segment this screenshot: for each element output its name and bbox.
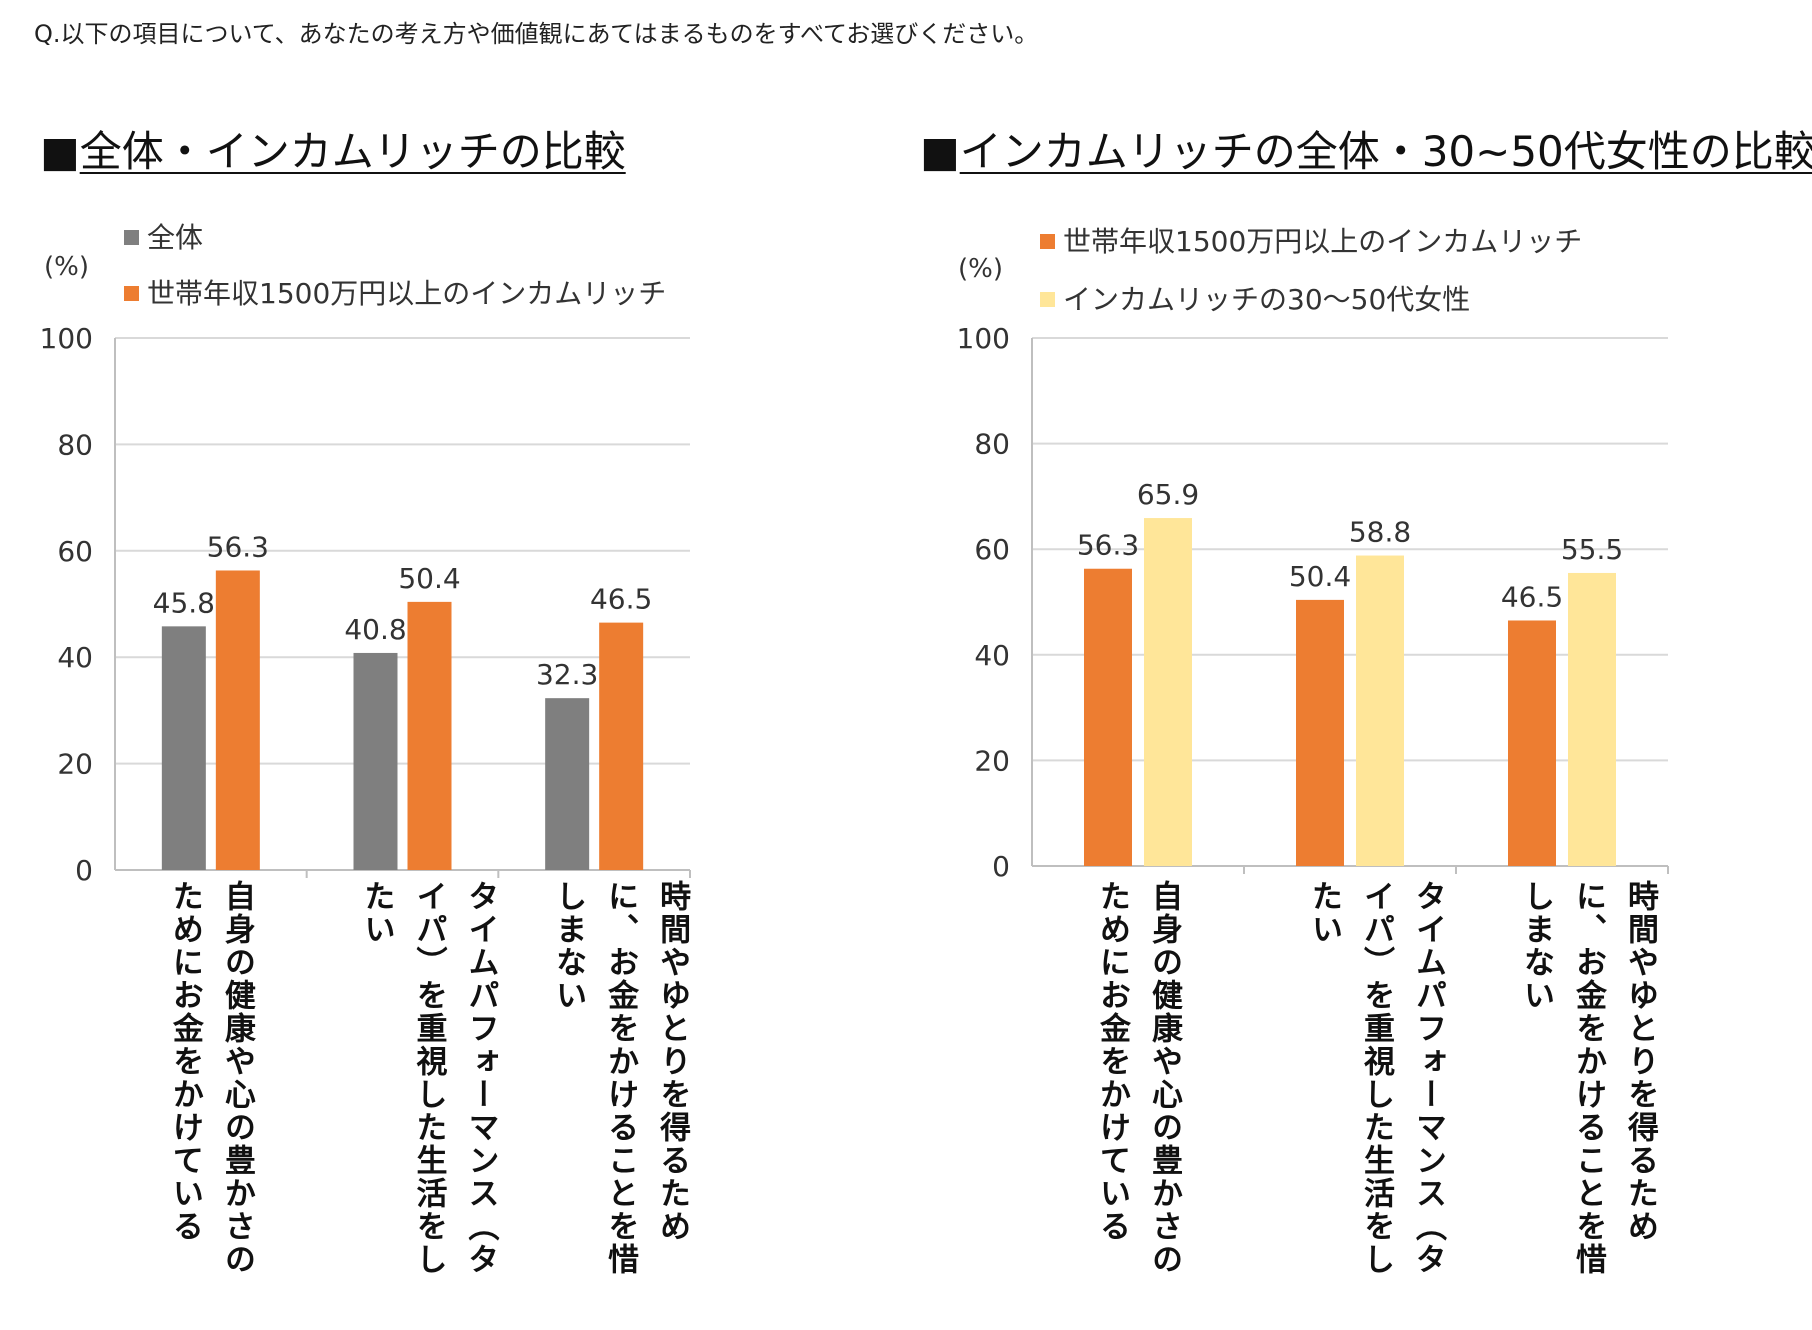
question-text: Q.以下の項目について、あなたの考え方や価値観にあてはまるものをすべてお選びくだ… bbox=[34, 20, 1039, 48]
bar bbox=[1084, 568, 1132, 866]
data-label: 58.8 bbox=[1349, 516, 1411, 549]
bar bbox=[215, 570, 260, 870]
x-category-label: 時間やゆとりを得るために、お金をかけることを惜しまない bbox=[550, 880, 691, 1276]
data-label: 56.3 bbox=[1077, 529, 1139, 562]
bar bbox=[1356, 555, 1404, 866]
y-tick-label: 0 bbox=[992, 850, 1010, 883]
legend-item-women-30-50: インカムリッチの30〜50代女性 bbox=[1040, 278, 1470, 318]
y-tick-label: 20 bbox=[57, 748, 93, 781]
data-label: 45.8 bbox=[153, 586, 215, 619]
legend-item-overall: 全体 bbox=[124, 216, 203, 256]
data-label: 46.5 bbox=[590, 583, 652, 616]
data-label: 40.8 bbox=[344, 613, 406, 646]
y-tick-label: 60 bbox=[974, 533, 1010, 566]
bar bbox=[1508, 620, 1556, 866]
left-unit-label: (%) bbox=[44, 252, 89, 282]
bar bbox=[353, 652, 398, 870]
legend-item-income-rich: 世帯年収1500万円以上のインカムリッチ bbox=[1040, 220, 1582, 260]
right-bar-chart: 0 20 40 60 80 100 56.3 65.9 50.4 58.8 46.5 55.5 bbox=[957, 322, 1669, 883]
legend-item-income-rich: 世帯年収1500万円以上のインカムリッチ bbox=[124, 272, 666, 312]
left-bar-chart: 0 20 40 60 80 100 45.8 56.3 40.8 50.4 32.3 46.5 bbox=[40, 322, 691, 887]
y-tick-label: 80 bbox=[974, 428, 1010, 461]
y-tick-label: 100 bbox=[957, 322, 1010, 355]
x-category-label: タイムパフォーマンス（タイパ）を重視した生活をしたい bbox=[358, 880, 499, 1276]
data-label: 55.5 bbox=[1561, 533, 1623, 566]
data-label: 50.4 bbox=[398, 562, 460, 595]
x-category-label: 時間やゆとりを得るために、お金をかけることを惜しまない bbox=[1518, 880, 1658, 1276]
x-category-label: 自身の健康や心の豊かさのためにお金をかけている bbox=[1094, 880, 1182, 1276]
bar bbox=[407, 601, 452, 870]
y-tick-label: 40 bbox=[57, 641, 93, 674]
y-tick-label: 40 bbox=[974, 639, 1010, 672]
y-tick-label: 100 bbox=[40, 322, 93, 355]
title-square-marker: ■ bbox=[920, 127, 960, 176]
left-chart-title: ■全体・インカムリッチの比較 bbox=[40, 127, 626, 176]
data-label: 65.9 bbox=[1137, 478, 1199, 511]
data-label: 50.4 bbox=[1289, 560, 1351, 593]
legend-swatch-orange bbox=[1040, 234, 1055, 249]
legend-swatch-yellow bbox=[1040, 292, 1055, 307]
x-category-label: タイムパフォーマンス（タイパ）を重視した生活をしたい bbox=[1306, 880, 1446, 1276]
legend-swatch-orange bbox=[124, 286, 139, 301]
right-unit-label: (%) bbox=[958, 254, 1003, 284]
title-square-marker: ■ bbox=[40, 127, 80, 176]
right-chart-panel: ■インカムリッチの全体・30~50代女性の比較 世帯年収1500万円以上のインカ… bbox=[900, 0, 1812, 1330]
bar bbox=[161, 626, 206, 870]
bar bbox=[1296, 599, 1344, 866]
y-tick-label: 80 bbox=[57, 428, 93, 461]
left-chart-panel: ■全体・インカムリッチの比較 全体 世帯年収1500万円以上のインカムリッチ (… bbox=[0, 0, 900, 1330]
right-chart-title: ■インカムリッチの全体・30~50代女性の比較 bbox=[920, 127, 1812, 176]
y-tick-label: 0 bbox=[75, 854, 93, 887]
legend-swatch-gray bbox=[124, 230, 139, 245]
bar bbox=[1144, 518, 1192, 866]
bar bbox=[545, 698, 590, 870]
bar bbox=[599, 622, 644, 870]
data-label: 32.3 bbox=[536, 658, 598, 691]
y-tick-label: 60 bbox=[57, 535, 93, 568]
data-label: 46.5 bbox=[1501, 580, 1563, 613]
y-tick-label: 20 bbox=[974, 744, 1010, 777]
data-label: 56.3 bbox=[207, 530, 269, 563]
bar bbox=[1568, 572, 1616, 866]
x-category-label: 自身の健康や心の豊かさのためにお金をかけている bbox=[166, 880, 255, 1276]
